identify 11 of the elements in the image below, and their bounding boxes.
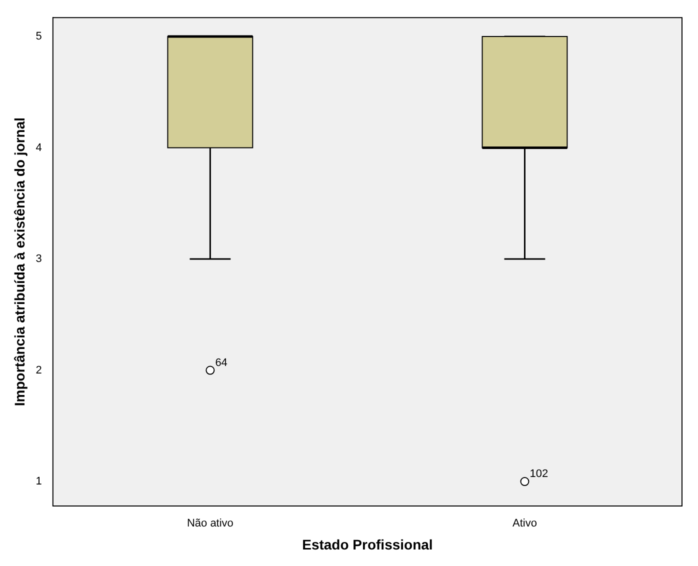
y-tick-label: 2	[36, 364, 42, 376]
annotation: 102	[530, 468, 548, 480]
x-axis-title: Estado Profissional	[302, 536, 433, 552]
annotation: 64	[215, 356, 228, 369]
y-tick-label: 3	[36, 253, 42, 266]
y-tick-label: 1	[36, 476, 42, 488]
x-tick-label: Não ativo	[186, 518, 234, 530]
y-axis-title: Importância atribuída à existência do jornal	[11, 117, 28, 406]
x-tick-label: Ativo	[512, 518, 537, 530]
y-tick-label: 5	[36, 30, 42, 43]
y-tick-label: 4	[36, 142, 42, 154]
